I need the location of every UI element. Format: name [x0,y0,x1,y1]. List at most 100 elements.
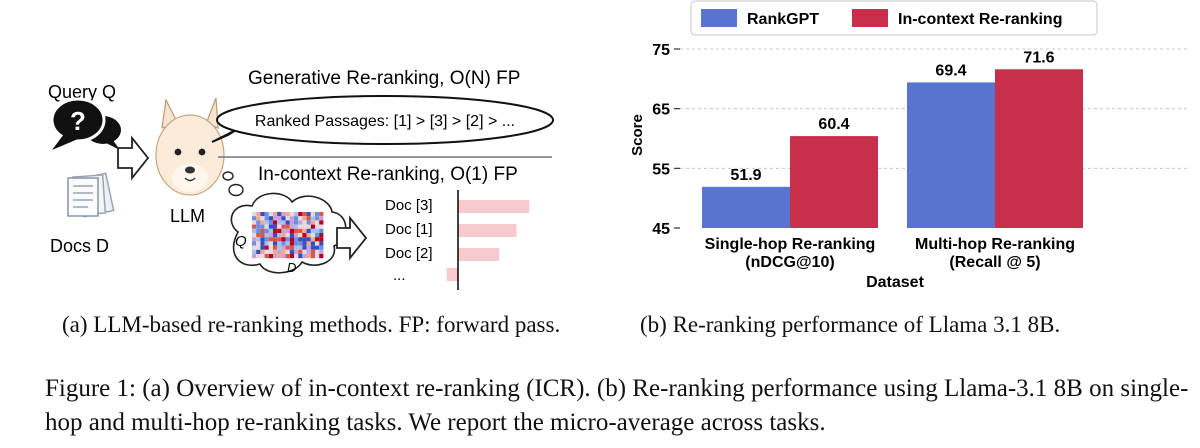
heatmap-cell [252,241,257,246]
heatmap-cell [260,249,265,254]
heatmap-cell [298,241,303,246]
doc-score-bar [458,248,500,261]
heatmap-cell [306,220,311,225]
heatmap-cell [281,220,286,225]
bar-icr [790,136,878,228]
heatmap-cell [306,254,311,259]
heatmap-cell [264,254,269,259]
heatmap-cell [277,212,282,217]
heatmap-cell [260,216,265,221]
doc-label: Doc [3] [385,197,433,214]
heatmap-cell [302,241,307,246]
heatmap-cell [310,254,315,259]
heatmap-cell [302,220,307,225]
heatmap-cell [289,220,294,225]
heatmap-cell [252,237,257,242]
legend-swatch-rankgpt [701,9,737,27]
y-axis-ticks: 45 55 65 75 [652,42,680,238]
bar-value-label: 60.4 [818,116,849,133]
heatmap-cell [319,249,324,254]
attention-heatmap [252,212,324,259]
heatmap-cell [273,237,278,242]
heatmap-cell [315,249,320,254]
subcaption-b: (b) Re-ranking performance of Llama 3.1 … [640,312,1061,337]
heatmap-cell [256,245,261,250]
heatmap-cell [294,237,299,242]
x-axis-ticks: Single-hop Re-ranking(nDCG@10) Multi-hop … [705,236,1075,271]
heatmap-cell [256,216,261,221]
heatmap-cell [273,212,278,217]
heatmap-cell [285,220,290,225]
x-axis-label: Dataset [866,274,924,291]
heatmap-cell [285,249,290,254]
heatmap-cell [260,254,265,259]
heatmap-cell [268,216,273,221]
heatmap-cell [264,249,269,254]
heatmap-cell [315,241,320,246]
y-tick-label: 45 [652,221,670,238]
subcaption-a: (a) LLM-based re-ranking methods. FP: fo… [62,312,561,337]
heatmap-cell [273,220,278,225]
docs-label: Docs D [50,236,109,256]
heatmap-cell [268,224,273,229]
heatmap-cell [277,237,282,242]
heatmap-cell [285,224,290,229]
documents-icon [67,172,115,218]
heatmap-cell [294,245,299,250]
heatmap-cell [268,249,273,254]
heatmap-cell [277,254,282,259]
heatmap-cell [302,245,307,250]
heatmap-cell [315,224,320,229]
heatmap-cell [298,254,303,259]
doc-label: Doc [1] [385,221,433,238]
chart-bars [702,69,1083,228]
heatmap-cell [294,216,299,221]
heatmap-cell [273,224,278,229]
heatmap-cell [277,233,282,238]
doc-score-bar [446,268,458,281]
heatmap-cell [298,224,303,229]
heatmap-cell [306,224,311,229]
heatmap-cell [319,245,324,250]
heatmap-cell [306,249,311,254]
heatmap-cell [260,212,265,217]
heatmap-cell [256,249,261,254]
heatmap-cell [319,228,324,233]
heatmap-cell [273,249,278,254]
heatmap-cell [260,233,265,238]
y-tick-label: 65 [652,102,670,119]
legend-label-rankgpt: RankGPT [747,11,819,28]
heatmap-cell [294,254,299,259]
y-tick-label: 55 [652,161,670,178]
legend-swatch-icr [852,9,888,27]
figure-caption: Figure 1: (a) Overview of in-context re-… [45,375,1189,436]
heatmap-cell [273,233,278,238]
heatmap-cell [260,220,265,225]
heatmap-cell [264,212,269,217]
heatmap-cell [264,241,269,246]
heatmap-cell [306,212,311,217]
heatmap-cell [310,212,315,217]
heatmap-cell [281,237,286,242]
heatmap-cell [277,249,282,254]
ranked-passages-text: Ranked Passages: [1] > [3] > [2] > ... [255,113,515,130]
arrow-right-icon [117,135,150,181]
heatmap-cell [315,237,320,242]
chart-legend: RankGPT In-context Re-ranking [690,0,1098,36]
heatmap-cell [264,216,269,221]
heatmap-cell [252,224,257,229]
heatmap-cell [277,216,282,221]
query-label: Query Q [48,82,116,102]
heatmap-cell [289,241,294,246]
heatmap-cell [268,245,273,250]
heatmap-cell [289,216,294,221]
heatmap-cell [281,216,286,221]
heatmap-cell [306,241,311,246]
heatmap-cell [281,241,286,246]
heatmap-cell [281,212,286,217]
heatmap-cell [285,233,290,238]
legend-label-icr: In-context Re-ranking [898,11,1062,28]
heatmap-cell [256,220,261,225]
heatmap-cell [281,224,286,229]
heatmap-cell [302,249,307,254]
